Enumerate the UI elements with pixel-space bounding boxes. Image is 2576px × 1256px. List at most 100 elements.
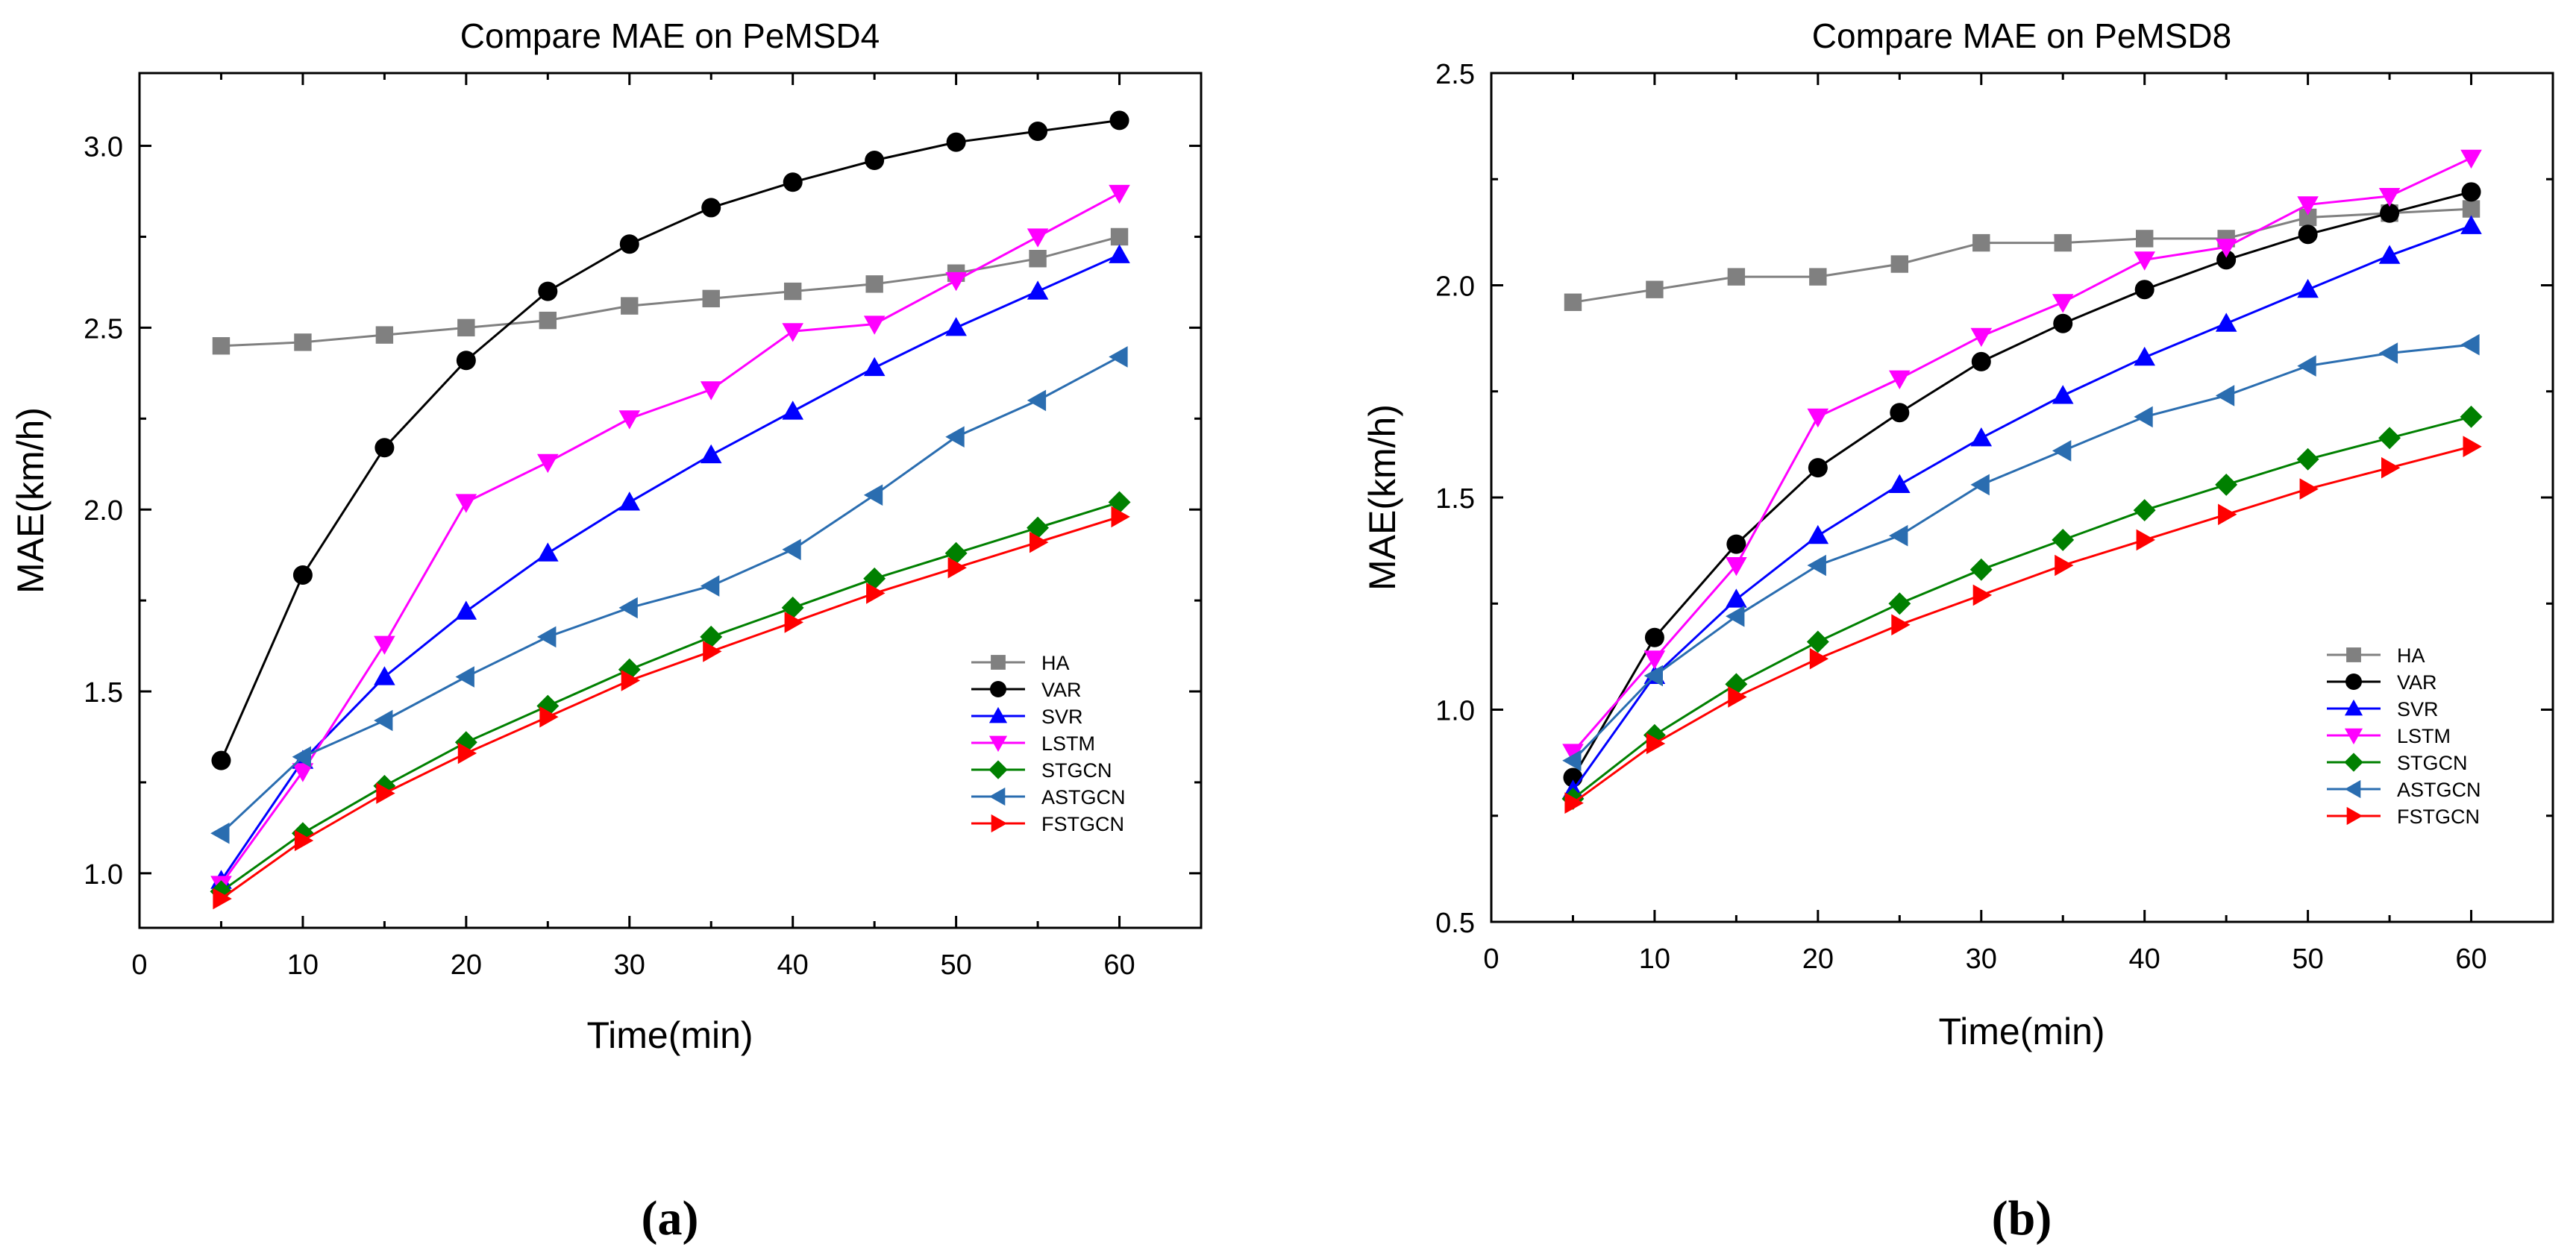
legend-item-astgcn: ASTGCN [2327, 779, 2481, 801]
data-point-astgcn [292, 746, 311, 768]
data-point-astgcn [700, 575, 720, 597]
legend-item-stgcn: STGCN [971, 759, 1112, 782]
data-point-ha [865, 275, 883, 293]
data-point-fstgcn [947, 556, 967, 579]
data-point-svr [1807, 524, 1829, 544]
series-fstgcn [213, 506, 1130, 910]
data-point-var [946, 132, 966, 152]
data-point-lstm [2215, 239, 2237, 258]
chart-panel-a: Compare MAE on PeMSD4 Time(min) MAE(km/h… [10, 16, 1203, 1056]
x-tick-label: 50 [2292, 943, 2323, 975]
legend-marker [2346, 647, 2361, 662]
data-point-fstgcn [2218, 503, 2237, 526]
data-point-fstgcn [1564, 792, 1584, 814]
data-point-astgcn [537, 626, 557, 648]
data-point-astgcn [2215, 385, 2235, 406]
data-point-lstm [2460, 149, 2482, 169]
legend-item-fstgcn: FSTGCN [2327, 806, 2480, 828]
data-point-lstm [863, 315, 886, 335]
x-tick-label: 60 [2455, 943, 2486, 975]
data-point-fstgcn [2299, 478, 2319, 500]
data-point-lstm [292, 763, 314, 782]
legend-label: VAR [2397, 671, 2437, 694]
data-point-var [1808, 458, 1828, 478]
data-point-fstgcn [1030, 531, 1049, 553]
data-point-fstgcn [1646, 732, 1666, 755]
data-point-svr [863, 357, 886, 377]
series-line-stgcn [1572, 415, 2472, 800]
data-point-ha [1972, 233, 1990, 252]
data-point-fstgcn [1111, 506, 1130, 528]
data-point-astgcn [2052, 440, 2072, 462]
data-point-fstgcn [784, 612, 803, 633]
data-point-ha [1564, 293, 1582, 311]
data-point-var [2216, 250, 2237, 270]
legend-item-ha: HA [2327, 644, 2425, 667]
legend-item-var: VAR [2327, 671, 2437, 694]
series-line-fstgcn [1572, 445, 2472, 804]
series-line-stgcn [220, 500, 1120, 893]
data-point-fstgcn [457, 742, 477, 764]
series-ha [212, 227, 1129, 355]
data-point-lstm [2134, 251, 2155, 271]
data-point-astgcn [782, 538, 801, 561]
data-point-stgcn [2215, 474, 2238, 496]
data-point-svr [2134, 346, 2155, 366]
data-point-ha [1029, 250, 1047, 268]
series-line-lstm [220, 192, 1121, 885]
data-point-lstm [618, 410, 641, 430]
data-point-var [456, 351, 476, 371]
data-point-ha [1646, 280, 1664, 298]
data-point-lstm [1726, 557, 1747, 577]
data-point-fstgcn [1809, 647, 1829, 670]
data-point-var [619, 234, 639, 254]
x-tick-label: 50 [940, 949, 971, 981]
legend-marker [988, 706, 1008, 723]
series-astgcn [210, 346, 1128, 844]
data-point-var [2298, 224, 2318, 245]
data-point-astgcn [210, 822, 230, 844]
x-tick-label: 10 [287, 949, 319, 981]
series-line-fstgcn [220, 515, 1120, 900]
data-point-stgcn [2296, 448, 2319, 471]
x-tick-label: 30 [614, 949, 645, 981]
data-point-stgcn [1969, 558, 1993, 581]
legend-marker [988, 760, 1008, 779]
series-line-lstm [1572, 157, 2472, 753]
data-point-var [211, 750, 231, 770]
legend-marker [991, 814, 1008, 833]
data-point-fstgcn [621, 670, 641, 691]
data-point-svr [455, 600, 477, 620]
x-tick-label: 20 [1802, 943, 1834, 975]
legend-item-var: VAR [971, 679, 1082, 701]
data-point-stgcn [1806, 630, 1829, 653]
data-point-astgcn [618, 597, 638, 619]
data-point-ha [2135, 230, 2154, 248]
series-fstgcn [1564, 436, 2482, 814]
data-point-var [783, 172, 803, 192]
x-tick-label: 20 [451, 949, 482, 981]
legend-item-ha: HA [971, 652, 1070, 674]
x-axis-ticks: 0 10 20 30 40 50 60 [1483, 73, 2554, 975]
data-point-astgcn [455, 666, 474, 688]
data-point-lstm [1889, 370, 1911, 389]
data-point-var [1644, 627, 1664, 647]
data-point-svr [1027, 280, 1049, 300]
series-stgcn [1561, 405, 2483, 810]
x-tick-label: 10 [1639, 943, 1670, 975]
y-tick-label: 1.5 [84, 677, 123, 709]
data-point-ha [783, 282, 802, 301]
data-point-svr [1889, 474, 1911, 493]
data-point-var [292, 565, 313, 585]
series-svr [210, 244, 1130, 889]
data-point-ha [1809, 268, 1827, 286]
data-point-ha [1110, 227, 1129, 246]
data-point-var [1890, 403, 1910, 423]
data-point-ha [375, 326, 394, 344]
series-line-ha [221, 235, 1120, 348]
chart-title: Compare MAE on PeMSD4 [460, 16, 880, 55]
x-tick-label: 30 [1966, 943, 1997, 975]
legend-marker [2344, 753, 2363, 772]
x-tick-label: 0 [1483, 943, 1499, 975]
